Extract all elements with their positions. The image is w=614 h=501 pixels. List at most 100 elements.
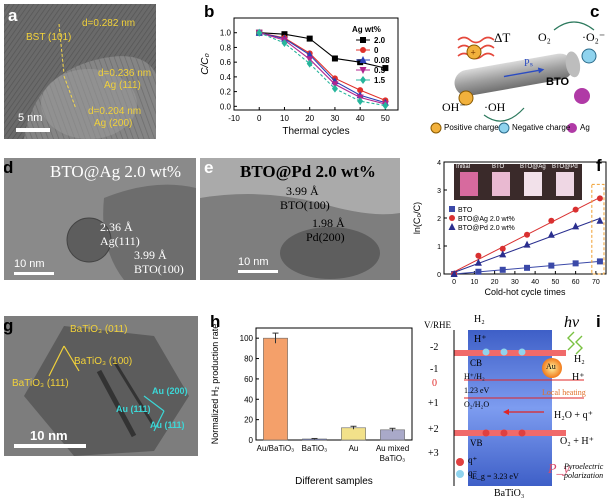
inset-vial-4 xyxy=(556,172,574,196)
scale-bar xyxy=(238,270,278,273)
i-h2o: H₂O + q⁺ xyxy=(554,410,593,421)
scale-bar xyxy=(14,272,54,275)
i-tick-m1: -1 xyxy=(430,364,439,375)
highlight-box xyxy=(591,183,605,275)
legend-label: BTO@Ag 2.0 wt% xyxy=(458,216,515,223)
y-tick-label: 0.6 xyxy=(220,58,232,67)
legend-marker xyxy=(449,206,455,212)
panel-d-l2: 3.99 Å xyxy=(134,248,167,262)
x-tick-label: 50 xyxy=(381,114,390,123)
data-point-1.5 xyxy=(382,101,389,110)
x-axis-label: Cold-hot cycle times xyxy=(484,287,566,297)
scale-bar-label: 5 nm xyxy=(18,112,43,124)
category-label: Au xyxy=(349,444,359,453)
x-tick-label: 50 xyxy=(551,279,559,286)
scale-bar-label: 10 nm xyxy=(30,428,68,443)
series-line-0.08 xyxy=(259,32,386,104)
inset-vial-2 xyxy=(492,172,510,196)
series-line-2.0 xyxy=(259,32,386,69)
bar-Au mixed BaTiO₃ xyxy=(380,429,405,441)
o2: O₂ xyxy=(538,30,551,44)
y-tick-label: 0.8 xyxy=(220,43,232,52)
inset-label-3: BTO@Ag xyxy=(520,164,546,170)
legend-marker xyxy=(360,47,366,53)
x-tick-label: 10 xyxy=(470,279,478,286)
plot-frame xyxy=(233,17,399,111)
x-tick-label: -10 xyxy=(228,114,240,123)
x-tick-label: 0 xyxy=(452,279,456,286)
data-point-BTO@Pd 2.0 wt% xyxy=(474,258,482,266)
inset-vial-3 xyxy=(524,172,542,196)
data-point-BTO@Pd 2.0 wt% xyxy=(523,240,531,248)
panel-c: + c ΔT O₂ ·O₂⁻ OH⁻ ·OH BTO Pₛ Positive c… xyxy=(414,0,614,150)
legend-label-1.5: 1.5 xyxy=(374,76,386,85)
legend-negative: Negative charge xyxy=(512,123,571,132)
oh-radical: ·OH xyxy=(484,100,506,114)
i-hh2: H⁺/H₂ xyxy=(464,372,485,381)
hole-icon xyxy=(482,429,490,437)
inset-label-1: Initial xyxy=(456,164,471,170)
data-point-0 xyxy=(357,87,364,94)
legend-label-2.0: 2.0 xyxy=(374,36,386,45)
data-point-BTO xyxy=(572,260,579,267)
y-axis-label: Normalized H₂ production rate xyxy=(210,324,220,445)
category-label: BaTiO₃ xyxy=(380,454,406,463)
data-point-BTO@Ag 2.0 wt% xyxy=(548,217,555,224)
panel-g-label: g xyxy=(4,316,14,335)
legend-ag: Ag xyxy=(580,123,590,132)
x-tick-label: 40 xyxy=(356,114,365,123)
panel-e-l2b: Pd(200) xyxy=(306,230,345,244)
panel-f: 0 10 20 30 40 50 60 70 0 1 2 3 4 Cold-hot cycle times… xyxy=(410,154,614,304)
ag-particle-icon xyxy=(574,88,590,104)
y-tick-label: 40 xyxy=(244,395,253,404)
data-point-BTO xyxy=(475,268,482,275)
legend-label-0.5: 0.5 xyxy=(374,66,386,75)
scale-bar-label: 10 nm xyxy=(14,258,45,270)
data-point-BTO xyxy=(548,262,555,269)
svg-text:+: + xyxy=(471,48,476,58)
i-hp1: H⁺ xyxy=(474,334,487,345)
i-au: Au xyxy=(546,362,556,371)
series-line-0 xyxy=(259,32,386,101)
light-wave-icon xyxy=(567,331,575,351)
panel-a-p1: BST (101) xyxy=(26,32,72,43)
data-point-BTO xyxy=(499,266,506,273)
panel-i-label: i xyxy=(596,312,601,331)
x-tick-label: 0 xyxy=(257,114,262,123)
i-gap: 1.23 eV xyxy=(464,386,490,395)
bar-Au/BaTiO₃ xyxy=(263,337,288,441)
y-tick-label: 20 xyxy=(244,416,253,425)
panel-d-image xyxy=(4,158,196,280)
data-point-BTO@Ag 2.0 wt% xyxy=(475,252,482,259)
legend-marker xyxy=(359,67,367,74)
x-tick-label: 10 xyxy=(280,114,289,123)
heat-wave-icon xyxy=(457,36,495,44)
negative-charge-icon xyxy=(581,48,597,64)
y-axis-label: C/C₀ xyxy=(200,53,211,74)
y-tick-label: 0.2 xyxy=(220,88,232,97)
panel-a-p3: Ag (200) xyxy=(94,118,133,129)
legend-marker xyxy=(449,215,455,221)
x-tick-label: 30 xyxy=(511,279,519,286)
panel-e-title: BTO@Pd 2.0 wt% xyxy=(240,162,376,181)
legend-label-0.08: 0.08 xyxy=(374,56,390,65)
panel-a-d3: d=0.204 nm xyxy=(88,106,142,117)
panel-d-l2b: BTO(100) xyxy=(134,262,184,276)
panel-d-label: d xyxy=(4,158,14,177)
category-label: Au/BaTiO₃ xyxy=(257,444,295,453)
panel-c-diagram: + xyxy=(430,21,597,134)
panel-e-image xyxy=(200,158,400,280)
au-particle-icon xyxy=(542,358,562,378)
data-point-1.5 xyxy=(331,84,338,93)
panel-d-l1b: Ag(111) xyxy=(100,234,140,248)
i-hv: hν xyxy=(564,314,580,331)
scale-bar-label: 10 nm xyxy=(238,256,269,268)
data-point-BTO@Pd 2.0 wt% xyxy=(499,250,507,258)
i-pyro: Pyroelectric polarization xyxy=(564,462,604,480)
data-point-2.0 xyxy=(331,55,338,62)
y-tick-label: 4 xyxy=(437,160,441,167)
panel-d-title: BTO@Ag 2.0 wt% xyxy=(50,162,182,181)
panel-g-l4: Au (200) xyxy=(152,386,188,396)
panel-g-l2: BaTiO₃ (100) xyxy=(74,356,133,367)
x-axis-label: Different samples xyxy=(295,476,373,487)
